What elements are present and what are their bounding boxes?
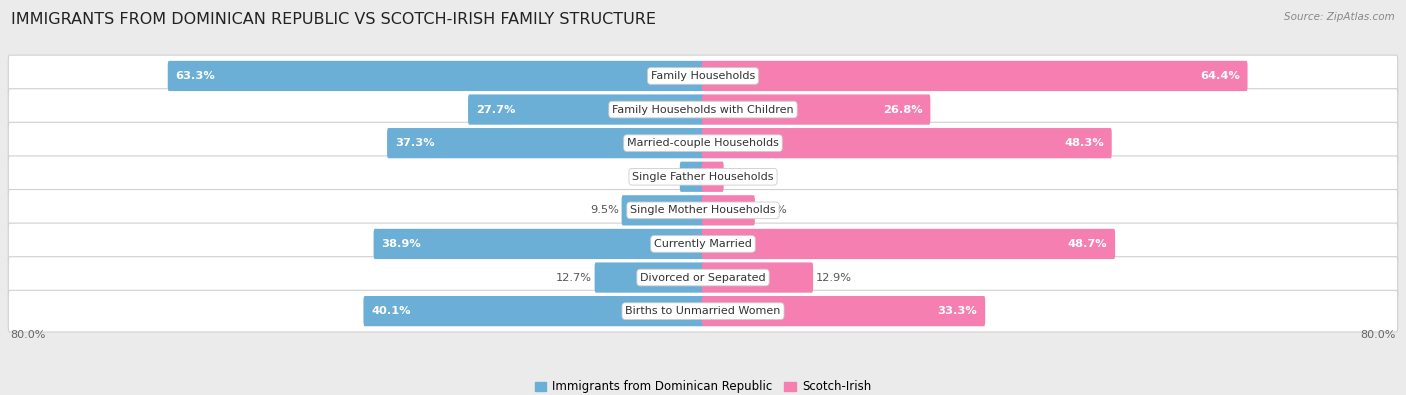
Text: 40.1%: 40.1% [371,306,411,316]
Text: 12.7%: 12.7% [555,273,592,282]
Text: IMMIGRANTS FROM DOMINICAN REPUBLIC VS SCOTCH-IRISH FAMILY STRUCTURE: IMMIGRANTS FROM DOMINICAN REPUBLIC VS SC… [11,12,657,27]
FancyBboxPatch shape [702,128,1112,158]
Text: 63.3%: 63.3% [176,71,215,81]
Text: Births to Unmarried Women: Births to Unmarried Women [626,306,780,316]
Text: 48.7%: 48.7% [1067,239,1107,249]
Text: 37.3%: 37.3% [395,138,434,148]
Text: 26.8%: 26.8% [883,105,922,115]
Text: 33.3%: 33.3% [938,306,977,316]
FancyBboxPatch shape [8,55,1398,97]
Legend: Immigrants from Dominican Republic, Scotch-Irish: Immigrants from Dominican Republic, Scot… [530,376,876,395]
FancyBboxPatch shape [8,122,1398,164]
FancyBboxPatch shape [468,94,704,125]
FancyBboxPatch shape [363,296,704,326]
Text: 80.0%: 80.0% [1360,330,1396,340]
Text: Family Households: Family Households [651,71,755,81]
FancyBboxPatch shape [374,229,704,259]
FancyBboxPatch shape [8,257,1398,298]
FancyBboxPatch shape [167,61,704,91]
FancyBboxPatch shape [702,296,986,326]
FancyBboxPatch shape [8,89,1398,130]
FancyBboxPatch shape [8,223,1398,265]
FancyBboxPatch shape [8,190,1398,231]
FancyBboxPatch shape [702,94,931,125]
Text: Married-couple Households: Married-couple Households [627,138,779,148]
Text: 9.5%: 9.5% [589,205,619,215]
Text: 48.3%: 48.3% [1064,138,1104,148]
FancyBboxPatch shape [702,195,755,226]
Text: 12.9%: 12.9% [815,273,852,282]
Text: 80.0%: 80.0% [10,330,46,340]
Text: Source: ZipAtlas.com: Source: ZipAtlas.com [1284,12,1395,22]
Text: Single Mother Households: Single Mother Households [630,205,776,215]
Text: 2.3%: 2.3% [727,172,755,182]
FancyBboxPatch shape [681,162,704,192]
FancyBboxPatch shape [702,262,813,293]
FancyBboxPatch shape [702,162,724,192]
FancyBboxPatch shape [595,262,704,293]
Text: Divorced or Separated: Divorced or Separated [640,273,766,282]
Text: Currently Married: Currently Married [654,239,752,249]
Text: Family Households with Children: Family Households with Children [612,105,794,115]
FancyBboxPatch shape [702,61,1247,91]
FancyBboxPatch shape [621,195,704,226]
Text: 38.9%: 38.9% [381,239,422,249]
Text: 27.7%: 27.7% [477,105,516,115]
Text: Single Father Households: Single Father Households [633,172,773,182]
Text: 6.0%: 6.0% [758,205,786,215]
FancyBboxPatch shape [8,156,1398,198]
Text: 64.4%: 64.4% [1199,71,1240,81]
FancyBboxPatch shape [8,290,1398,332]
FancyBboxPatch shape [702,229,1115,259]
Text: 2.6%: 2.6% [648,172,676,182]
FancyBboxPatch shape [387,128,704,158]
